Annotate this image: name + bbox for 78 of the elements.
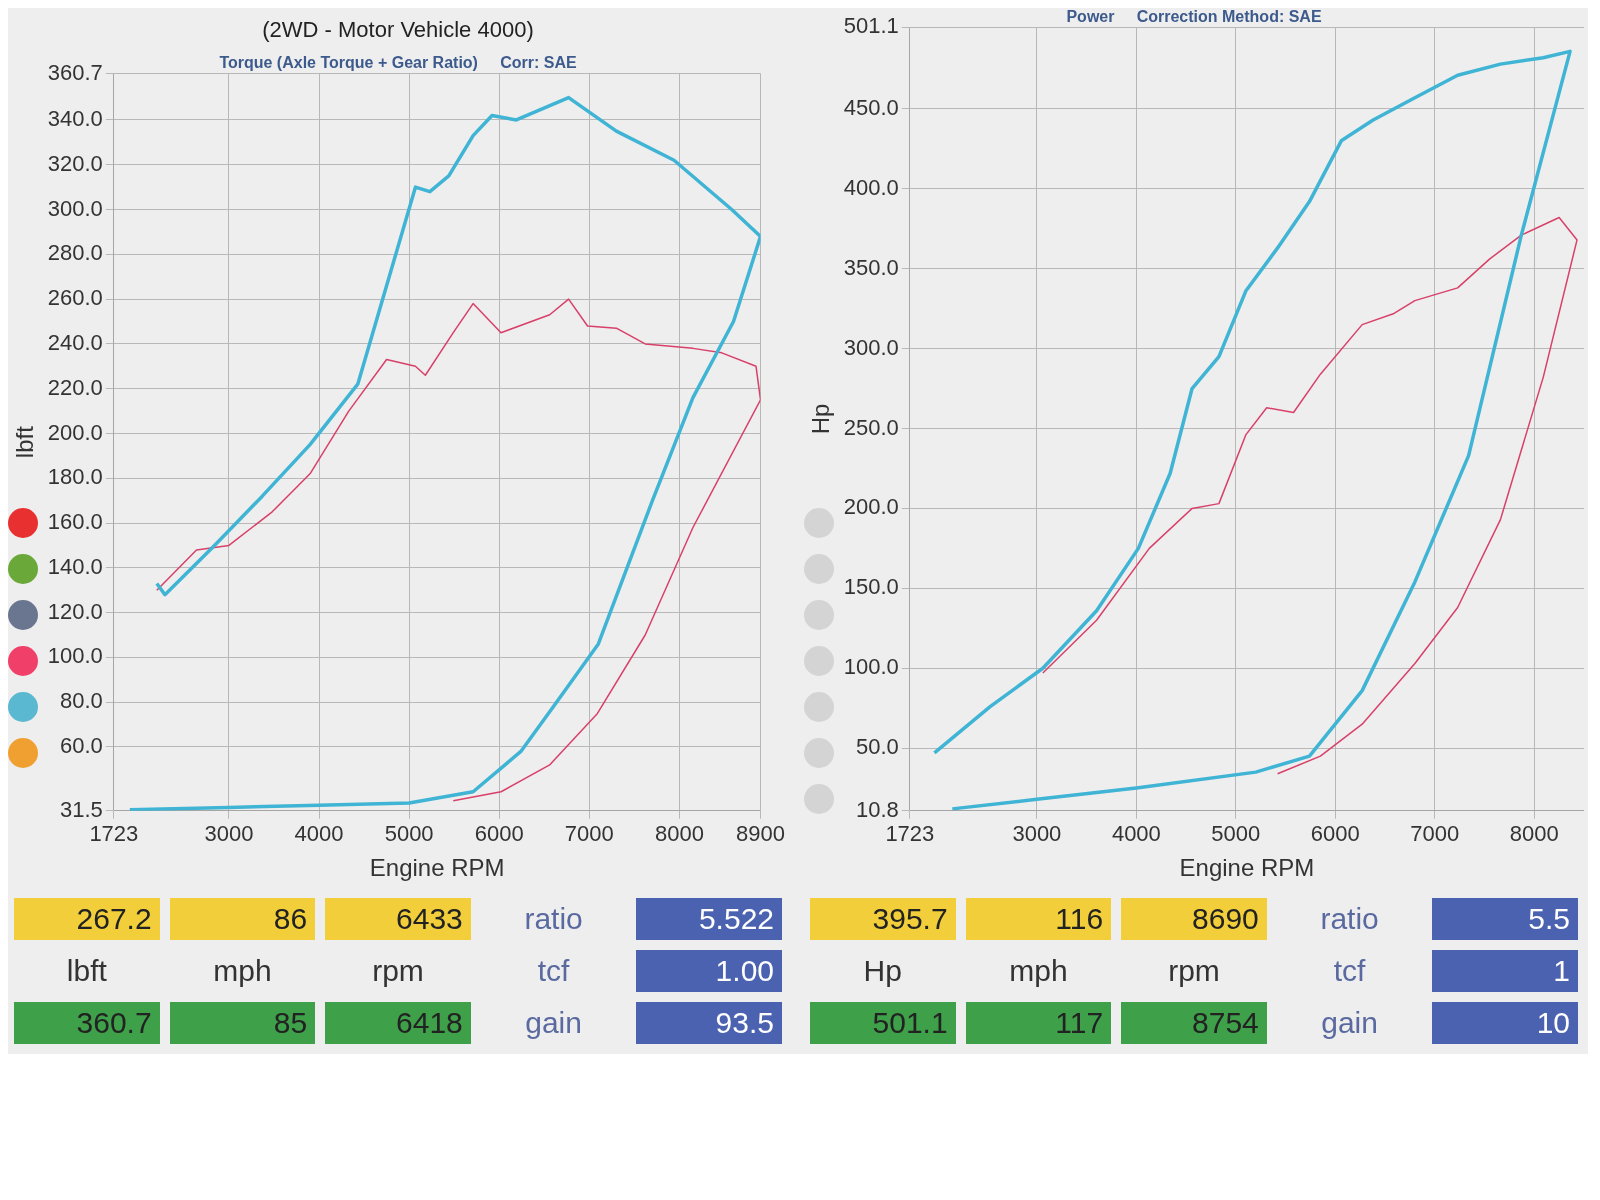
text: ratio	[1319, 901, 1380, 937]
text: 85	[169, 1002, 316, 1044]
y-tick-label: 300.0	[843, 334, 899, 360]
y-tick-label: 31.5	[60, 796, 103, 822]
y-tick-label: 100.0	[47, 643, 103, 669]
text: gain	[524, 1005, 583, 1041]
x-tick-label: 1723	[89, 821, 139, 847]
y-axis-title: Hp	[807, 403, 835, 435]
text: 117	[965, 1002, 1112, 1044]
text: mph	[1008, 953, 1069, 989]
y-tick-label: 60.0	[60, 733, 103, 759]
y-tick-label: 300.0	[47, 195, 103, 221]
x-axis-title: Engine RPM	[1179, 854, 1315, 882]
y-tick-label: 120.0	[47, 598, 103, 624]
text: rpm	[1167, 953, 1221, 989]
y-tick-label: 160.0	[47, 509, 103, 535]
text: ratio	[523, 901, 584, 937]
text: 116	[965, 898, 1112, 940]
text: 5.522	[636, 898, 782, 940]
y-tick-label: 240.0	[47, 329, 103, 355]
text: gain	[1320, 1005, 1379, 1041]
text: 1	[1432, 950, 1578, 992]
x-tick-label: 3000	[204, 821, 254, 847]
y-tick-label: 360.7	[47, 59, 103, 85]
y-tick-label: 80.0	[60, 688, 103, 714]
y-tick-label: 260.0	[47, 285, 103, 311]
chart-subtitle: Torque (Axle Torque + Gear Ratio) Corr: SAE	[219, 54, 577, 72]
x-tick-label: 1723	[885, 821, 935, 847]
x-tick-label: 8000	[654, 821, 704, 847]
x-tick-label: 8000	[1509, 821, 1559, 847]
y-tick-label: 200.0	[843, 494, 899, 520]
y-tick-label: 220.0	[47, 374, 103, 400]
y-tick-label: 400.0	[843, 174, 899, 200]
y-tick-label: 450.0	[843, 94, 899, 120]
text: tcf	[1332, 953, 1367, 989]
x-tick-label: 5000	[384, 821, 434, 847]
chart-subtitle: Power Correction Method: SAE	[1066, 8, 1322, 26]
x-tick-label: 4000	[1111, 821, 1161, 847]
y-axis-title: lbft	[11, 425, 39, 459]
x-tick-label: 3000	[1012, 821, 1062, 847]
chart-title: (2WD - Motor Vehicle 4000)	[262, 17, 534, 43]
y-tick-label: 501.1	[843, 13, 899, 39]
y-tick-label: 180.0	[47, 464, 103, 490]
y-tick-label: 320.0	[47, 150, 103, 176]
y-tick-label: 200.0	[47, 419, 103, 445]
y-tick-label: 10.8	[856, 796, 899, 822]
y-tick-label: 100.0	[843, 654, 899, 680]
x-axis-title: Engine RPM	[369, 854, 505, 882]
x-tick-label: 7000	[564, 821, 614, 847]
text: 6433	[325, 898, 471, 940]
text: 93.5	[636, 1002, 782, 1044]
y-tick-label: 250.0	[843, 414, 899, 440]
x-tick-label: 6000	[1310, 821, 1360, 847]
y-tick-label: 140.0	[47, 553, 103, 579]
text: 267.2	[14, 898, 160, 940]
text: 1.00	[636, 950, 782, 992]
text: 5.5	[1432, 898, 1578, 940]
x-tick-label: 8900	[736, 821, 786, 847]
y-tick-label: 50.0	[856, 734, 899, 760]
x-tick-label: 5000	[1211, 821, 1261, 847]
text: 6418	[325, 1002, 471, 1044]
y-tick-label: 340.0	[47, 106, 103, 132]
x-tick-label: 6000	[474, 821, 524, 847]
y-tick-label: 350.0	[843, 254, 899, 280]
text: 10	[1432, 1002, 1578, 1044]
text: 86	[169, 898, 316, 940]
text: Hp	[862, 953, 903, 989]
text: mph	[212, 953, 273, 989]
y-tick-label: 280.0	[47, 240, 103, 266]
text: 395.7	[810, 898, 956, 940]
text: 8690	[1121, 898, 1267, 940]
text: 8754	[1121, 1002, 1267, 1044]
x-tick-label: 7000	[1410, 821, 1460, 847]
text: rpm	[371, 953, 425, 989]
y-tick-label: 150.0	[843, 574, 899, 600]
text: lbft	[65, 953, 108, 989]
x-tick-label: 4000	[294, 821, 344, 847]
text: tcf	[536, 953, 571, 989]
